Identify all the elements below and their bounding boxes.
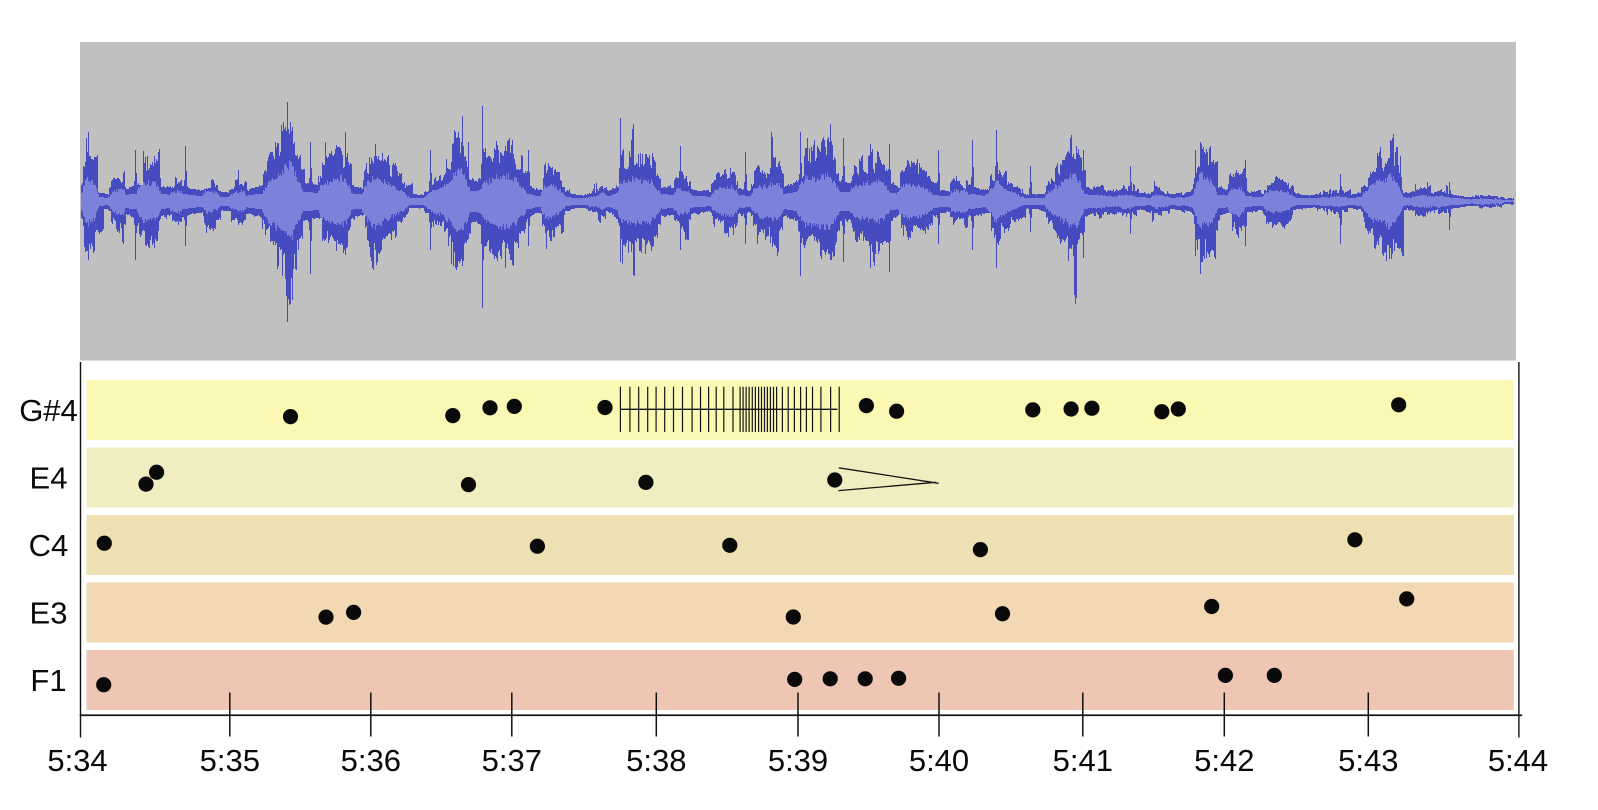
svg-text:G#4: G#4 (19, 393, 78, 428)
svg-text:5:44: 5:44 (1488, 743, 1548, 778)
svg-text:5:34: 5:34 (47, 743, 107, 778)
svg-text:5:40: 5:40 (909, 743, 969, 778)
svg-text:C4: C4 (29, 528, 69, 563)
svg-text:5:37: 5:37 (482, 743, 542, 778)
svg-text:5:35: 5:35 (200, 743, 260, 778)
svg-text:E4: E4 (30, 461, 68, 496)
svg-text:5:42: 5:42 (1194, 743, 1254, 778)
svg-text:5:38: 5:38 (626, 743, 686, 778)
svg-text:5:39: 5:39 (768, 743, 828, 778)
svg-text:F1: F1 (30, 663, 66, 698)
svg-text:5:36: 5:36 (341, 743, 401, 778)
svg-text:5:41: 5:41 (1053, 743, 1113, 778)
svg-text:5:43: 5:43 (1338, 743, 1398, 778)
svg-text:E3: E3 (30, 596, 68, 631)
